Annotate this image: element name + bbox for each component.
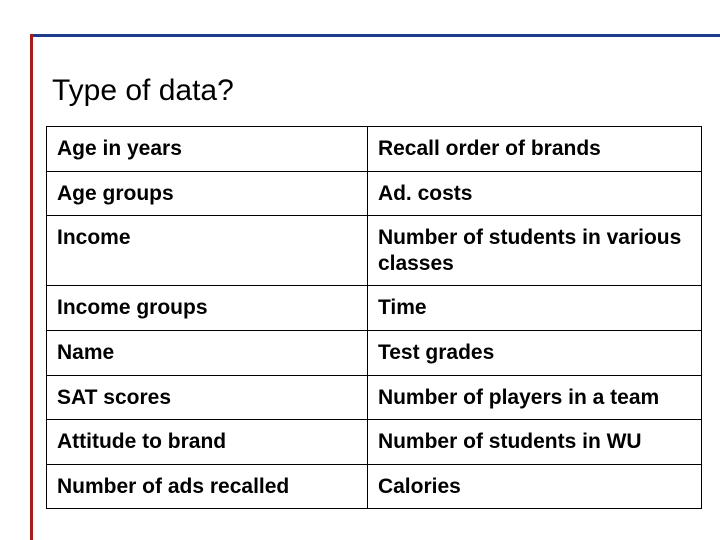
table-row: Age in years Recall order of brands xyxy=(47,127,702,172)
cell-left: Age in years xyxy=(47,127,368,172)
table-row: SAT scores Number of players in a team xyxy=(47,375,702,420)
cell-right: Number of students in various classes xyxy=(367,216,701,286)
cell-left: SAT scores xyxy=(47,375,368,420)
vertical-rule xyxy=(30,34,33,540)
cell-right: Time xyxy=(367,286,701,331)
table-row: Number of ads recalled Calories xyxy=(47,464,702,509)
data-table: Age in years Recall order of brands Age … xyxy=(46,126,702,509)
cell-left: Number of ads recalled xyxy=(47,464,368,509)
table-row: Income Number of students in various cla… xyxy=(47,216,702,286)
slide: Type of data? Age in years Recall order … xyxy=(0,0,720,540)
table-row: Attitude to brand Number of students in … xyxy=(47,420,702,465)
cell-right: Calories xyxy=(367,464,701,509)
cell-left: Attitude to brand xyxy=(47,420,368,465)
horizontal-rule xyxy=(30,34,720,37)
cell-left: Name xyxy=(47,331,368,376)
cell-right: Number of players in a team xyxy=(367,375,701,420)
cell-right: Number of students in WU xyxy=(367,420,701,465)
cell-left: Income groups xyxy=(47,286,368,331)
table-row: Income groups Time xyxy=(47,286,702,331)
cell-right: Recall order of brands xyxy=(367,127,701,172)
cell-right: Test grades xyxy=(367,331,701,376)
cell-right: Ad. costs xyxy=(367,171,701,216)
table-row: Name Test grades xyxy=(47,331,702,376)
slide-title: Type of data? xyxy=(52,74,702,108)
cell-left: Income xyxy=(47,216,368,286)
table-row: Age groups Ad. costs xyxy=(47,171,702,216)
cell-left: Age groups xyxy=(47,171,368,216)
